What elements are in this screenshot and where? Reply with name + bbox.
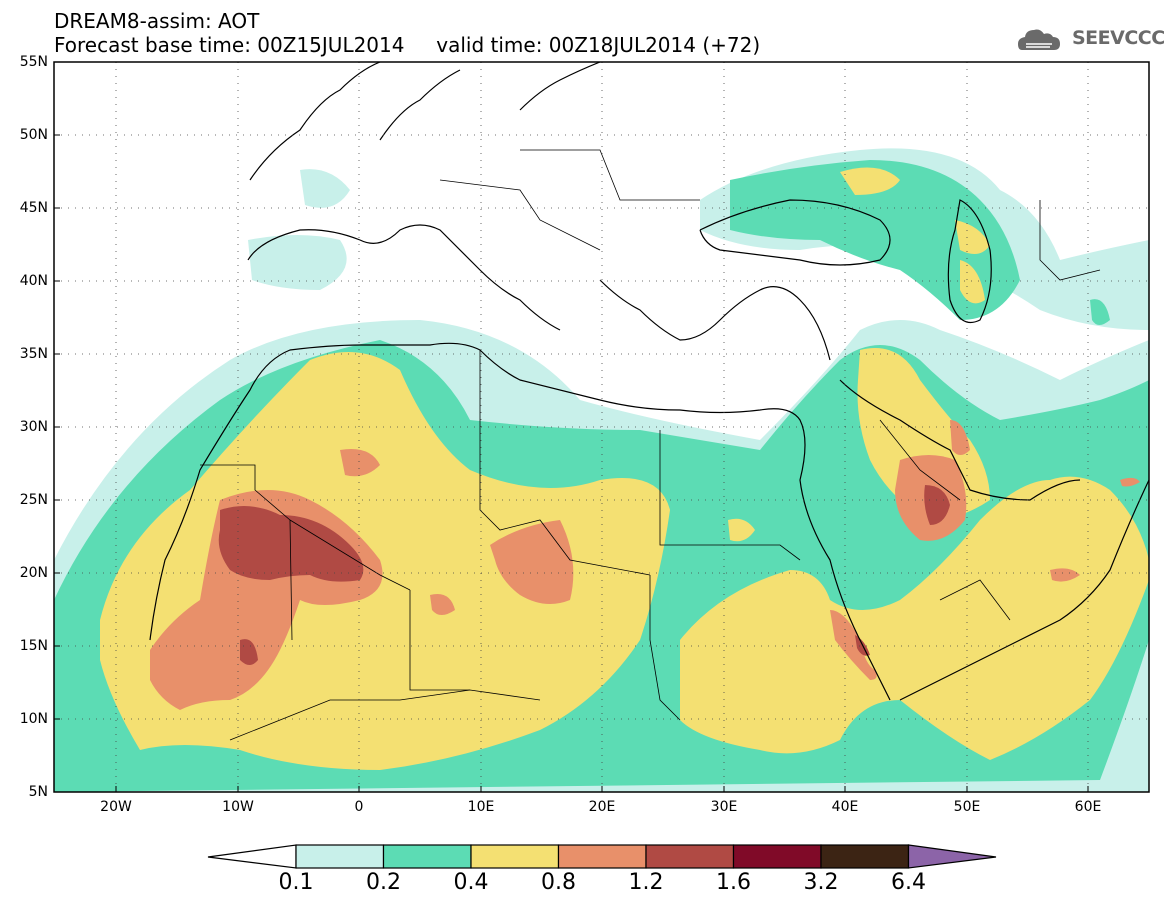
lat-label-15n: 15N [19,638,48,654]
lon-label-10w: 10W [222,799,254,815]
lon-label-40e: 40E [831,799,859,815]
aot-band-1.2 [218,485,950,665]
graticule [54,62,1149,792]
colorbar-label-0.4: 0.4 [453,870,489,895]
lon-label-20w: 20W [100,799,132,815]
forecast-times: Forecast base time: 00Z15JUL2014 valid t… [54,33,761,57]
colorbar-segment-3 [470,844,560,869]
lat-label-55n: 55N [19,54,48,70]
lon-label-50e: 50E [953,799,981,815]
colorbar-under-arrow [207,844,297,869]
map-title: DREAM8-assim: AOT [54,9,260,33]
lon-label-30e: 30E [710,799,738,815]
colorbar-label-3.2: 3.2 [803,870,839,895]
lat-label-25n: 25N [19,492,48,508]
colorbar-segment-1 [295,844,385,869]
lat-label-35n: 35N [19,346,48,362]
lat-label-40n: 40N [19,273,48,289]
lat-label-20n: 20N [19,565,48,581]
lat-label-45n: 45N [19,200,48,216]
lat-label-5n: 5N [28,784,48,800]
colorbar-segment-4 [557,844,647,869]
coastlines [149,62,1149,701]
logo-text: SEEVCCC [1072,27,1165,49]
lat-label-30n: 30N [19,419,48,435]
colorbar-label-0.8: 0.8 [541,870,576,895]
lon-label-0: 0 [354,799,364,815]
lat-label-10n: 10N [19,711,48,727]
colorbar-segment-6 [732,844,822,869]
colorbar-segment-7 [820,844,910,869]
cloud-icon [1018,29,1060,50]
colorbar-segment-2 [382,844,472,869]
colorbar-label-0.1: 0.1 [278,870,314,895]
lon-label-10e: 10E [467,799,495,815]
colorbar-label-0.2: 0.2 [366,870,401,895]
colorbar-segment-5 [645,844,735,869]
colorbar-over-arrow [907,844,997,869]
colorbar-label-6.4: 6.4 [891,870,926,895]
axis-ticks [54,134,1089,792]
colorbar-label-1.6: 1.6 [716,870,751,895]
colorbar-label-1.2: 1.2 [628,870,664,895]
lon-label-60e: 60E [1074,799,1102,815]
borders [200,149,1101,741]
lon-label-20e: 20E [588,799,616,815]
lat-label-50n: 50N [19,127,48,143]
